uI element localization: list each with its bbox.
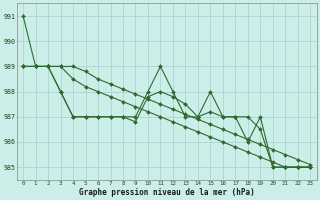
X-axis label: Graphe pression niveau de la mer (hPa): Graphe pression niveau de la mer (hPa) <box>79 188 255 197</box>
